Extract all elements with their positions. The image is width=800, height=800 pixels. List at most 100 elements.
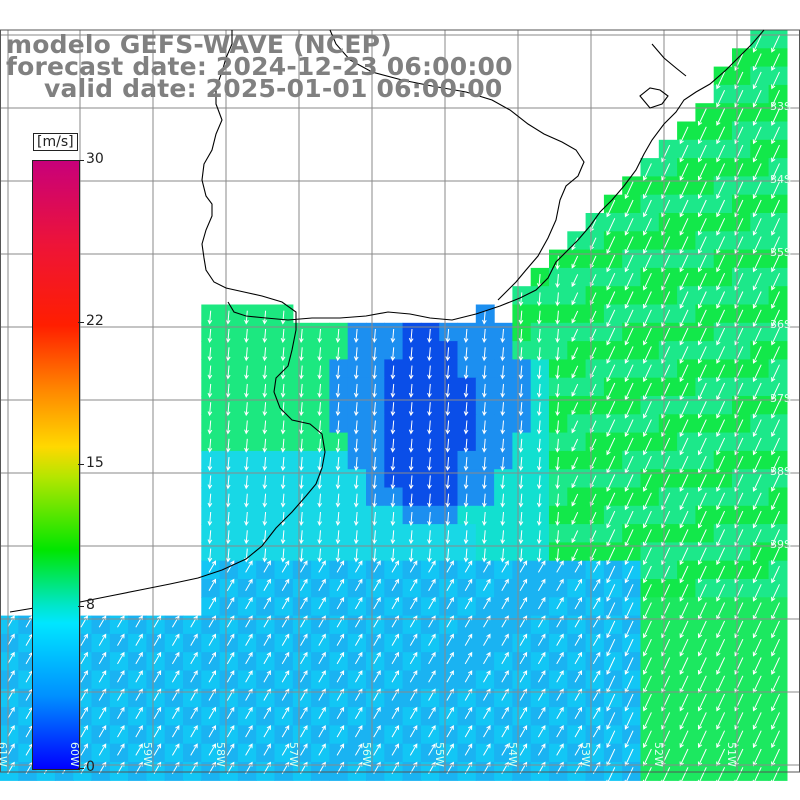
- wind-arrow: [280, 365, 286, 380]
- wind-arrow: [280, 383, 286, 398]
- wind-arrow: [353, 511, 359, 526]
- wind-arrow: [153, 633, 162, 646]
- wind-arrow: [716, 510, 726, 529]
- wind-arrow: [117, 725, 125, 738]
- wind-arrow: [299, 511, 304, 526]
- wind-arrow: [606, 620, 616, 639]
- wind-arrow: [280, 475, 286, 490]
- wind-arrow: [752, 218, 762, 236]
- wind-arrow: [299, 402, 304, 417]
- wind-arrow: [225, 511, 231, 526]
- wind-arrow: [262, 347, 268, 362]
- wind-arrow: [427, 511, 432, 526]
- wind-arrow: [391, 743, 400, 756]
- wind-arrow: [372, 457, 377, 472]
- wind-arrow: [643, 565, 652, 584]
- wind-arrow: [716, 364, 726, 383]
- wind-arrow: [752, 163, 762, 181]
- colorbar-tick: [78, 160, 84, 161]
- wind-arrow: [556, 578, 564, 591]
- wind-arrow: [300, 578, 308, 591]
- wind-arrow: [679, 510, 689, 529]
- wind-arrow: [244, 457, 249, 472]
- wind-arrow: [536, 475, 542, 490]
- wind-arrow: [483, 560, 491, 573]
- wind-arrow: [208, 743, 217, 756]
- wind-arrow: [518, 402, 524, 417]
- wind-arrow: [752, 620, 762, 639]
- wind-arrow: [353, 530, 359, 545]
- wind-arrow: [428, 706, 436, 720]
- wind-arrow: [501, 578, 509, 591]
- wind-arrow: [752, 474, 762, 492]
- wind-arrow: [226, 725, 235, 738]
- wind-arrow: [482, 457, 487, 472]
- wind-arrow: [263, 578, 271, 591]
- wind-arrow: [574, 670, 583, 683]
- wind-arrow: [716, 181, 726, 200]
- wind-arrow: [408, 493, 414, 508]
- wind-arrow: [716, 767, 726, 785]
- wind-arrow: [463, 511, 469, 526]
- wind-arrow: [536, 530, 542, 545]
- wind-arrow: [624, 199, 634, 218]
- wind-arrow: [445, 365, 451, 380]
- wind-arrow: [771, 126, 780, 145]
- wind-arrow: [679, 565, 689, 584]
- wind-arrow: [555, 402, 560, 417]
- wind-arrow: [752, 712, 762, 730]
- wind-arrow: [408, 420, 414, 435]
- wind-arrow: [317, 548, 323, 563]
- wind-arrow: [463, 457, 469, 472]
- wind-arrow: [606, 236, 616, 255]
- wind-arrow: [592, 743, 601, 756]
- wind-arrow: [536, 493, 542, 508]
- wind-arrow: [643, 767, 652, 785]
- wind-arrow: [280, 328, 286, 343]
- wind-arrow: [679, 126, 689, 145]
- wind-arrow: [390, 475, 396, 490]
- wind-arrow: [697, 309, 707, 328]
- wind-arrow: [624, 327, 634, 346]
- wind-arrow: [98, 651, 107, 665]
- wind-arrow: [391, 651, 400, 665]
- wind-arrow: [536, 511, 542, 526]
- wind-arrow: [245, 725, 253, 738]
- wind-arrow: [643, 236, 652, 255]
- wind-arrow: [446, 578, 454, 591]
- wind-arrow: [280, 457, 286, 472]
- wind-arrow: [280, 548, 286, 563]
- wind-arrow: [300, 560, 308, 573]
- wind-arrow: [373, 651, 381, 665]
- wind-arrow: [135, 743, 143, 756]
- wind-arrow: [574, 578, 583, 591]
- wind-arrow: [318, 578, 326, 591]
- wind-arrow: [80, 725, 88, 738]
- wind-arrow: [571, 548, 579, 562]
- wind-arrow: [679, 767, 689, 785]
- wind-arrow: [354, 725, 363, 738]
- wind-arrow: [280, 347, 286, 362]
- wind-arrow: [752, 291, 762, 309]
- wind-arrow: [190, 633, 198, 646]
- colorbar-tick: [78, 605, 84, 607]
- wind-arrow: [624, 712, 634, 730]
- wind-arrow: [771, 254, 780, 273]
- wind-arrow: [643, 730, 652, 749]
- wind-arrow: [752, 327, 762, 346]
- wind-arrow: [300, 670, 308, 683]
- wind-arrow: [353, 328, 359, 343]
- wind-arrow: [428, 651, 436, 665]
- wind-arrow: [571, 255, 579, 269]
- wind-arrow: [697, 272, 707, 291]
- wind-arrow: [536, 383, 542, 398]
- wind-arrow: [153, 743, 162, 756]
- wind-arrow: [643, 419, 652, 438]
- colorbar-tick: [78, 322, 84, 324]
- wind-arrow: [354, 560, 363, 573]
- wind-arrow: [445, 475, 451, 490]
- wind-arrow: [624, 474, 634, 492]
- wind-arrow: [446, 596, 454, 610]
- wind-arrow: [335, 530, 341, 545]
- wind-arrow: [318, 725, 326, 738]
